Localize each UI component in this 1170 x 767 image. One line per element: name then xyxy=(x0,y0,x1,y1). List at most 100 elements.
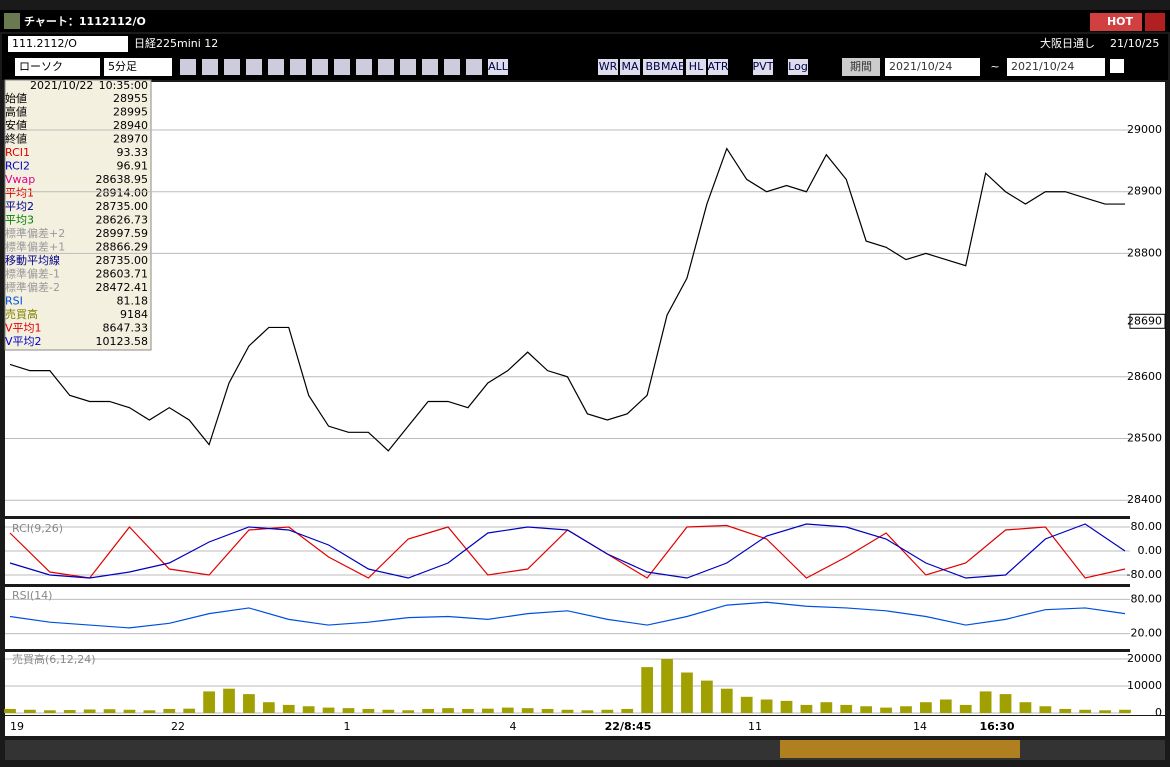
bar xyxy=(740,696,753,713)
tool-icon[interactable] xyxy=(686,59,706,75)
bar xyxy=(243,694,255,713)
info-value: 28603.71 xyxy=(96,268,149,281)
tool-icon-label: MAE xyxy=(661,60,685,73)
tool-icon[interactable] xyxy=(334,59,350,75)
info-value: 28735.00 xyxy=(96,254,149,267)
line xyxy=(9,523,1126,579)
tool-icon[interactable] xyxy=(268,59,284,75)
x-tick-label: 14 xyxy=(913,720,927,733)
hot-button[interactable] xyxy=(1090,13,1142,31)
info-label: 売買高 xyxy=(5,307,38,321)
to-date: 2021/10/24 xyxy=(1011,60,1074,73)
from-input[interactable] xyxy=(885,58,980,76)
from-date: 2021/10/24 xyxy=(889,60,952,73)
info-value: 28472.41 xyxy=(96,281,149,294)
tool-icon[interactable] xyxy=(788,59,808,75)
info-label: 標準偏差-2 xyxy=(5,280,60,294)
tool-icon[interactable] xyxy=(620,59,640,75)
bar xyxy=(183,708,196,713)
bar xyxy=(322,707,335,713)
info-label: 標準偏差+2 xyxy=(5,226,65,240)
info-label: RSI xyxy=(5,295,23,308)
tool-icon[interactable] xyxy=(224,59,240,75)
bar xyxy=(701,680,713,713)
tool-icon[interactable] xyxy=(708,59,728,75)
info-label: 始値 xyxy=(5,91,27,105)
bar xyxy=(143,710,156,713)
bar xyxy=(920,702,932,713)
tool-icon[interactable] xyxy=(400,59,416,75)
panel-label: RSI(14) xyxy=(12,589,52,602)
to-input[interactable] xyxy=(1007,58,1105,76)
tool-icon[interactable] xyxy=(356,59,372,75)
info-value: 28626.73 xyxy=(96,214,149,227)
x-tick-label: 22/8:45 xyxy=(605,720,652,733)
date: 21/10/25 xyxy=(1110,37,1159,50)
x-tick-label: 11 xyxy=(748,720,762,733)
info-label: 終値 xyxy=(5,132,27,146)
bar xyxy=(402,710,415,713)
y-tick-label: 10000 xyxy=(1127,679,1162,692)
y-tick-label: 28900 xyxy=(1127,185,1162,198)
bar xyxy=(262,702,275,713)
bar xyxy=(860,706,873,713)
y-tick-label: -80.00 xyxy=(1127,568,1162,581)
info-value: 28995 xyxy=(113,106,148,119)
bar xyxy=(760,699,773,713)
tool-icon[interactable] xyxy=(753,59,773,75)
tool-icon[interactable] xyxy=(663,59,683,75)
period-button[interactable] xyxy=(842,58,880,76)
info-label: 平均3 xyxy=(5,214,34,227)
y-tick-label: 28600 xyxy=(1127,370,1162,383)
tool-icon[interactable] xyxy=(598,59,618,75)
tool-icon-label: PVT xyxy=(753,60,774,73)
bar xyxy=(1019,702,1032,713)
bar xyxy=(999,694,1012,713)
tool-icon[interactable] xyxy=(246,59,262,75)
info-value: 28866.29 xyxy=(96,241,149,254)
tool-icon-label: HL xyxy=(689,60,704,73)
info-date: 2021/10/22 xyxy=(30,79,93,92)
tool-icon[interactable] xyxy=(444,59,460,75)
y-tick-label: 28400 xyxy=(1127,493,1162,506)
tool-icon[interactable] xyxy=(290,59,306,75)
bar xyxy=(641,667,654,713)
info-label: V平均2 xyxy=(5,335,42,348)
bar xyxy=(541,708,554,713)
tool-icon[interactable] xyxy=(202,59,218,75)
panel-label: 売買高(6,12,24) xyxy=(12,652,96,666)
bar xyxy=(1079,709,1092,713)
bar xyxy=(880,707,892,713)
tool-icon[interactable] xyxy=(643,59,663,75)
x-tick-label: 22 xyxy=(171,720,185,733)
info-label: 移動平均線 xyxy=(5,253,60,267)
bar xyxy=(959,704,972,713)
info-value: 9184 xyxy=(120,308,148,321)
bar xyxy=(661,659,673,713)
bar xyxy=(422,708,434,713)
bar xyxy=(1099,710,1111,713)
bar xyxy=(63,710,76,713)
tool-icon-label: WR xyxy=(599,60,618,73)
info-value: 28997.59 xyxy=(96,227,149,240)
checkbox[interactable] xyxy=(1110,59,1124,73)
tool-icon[interactable] xyxy=(378,59,394,75)
y-tick-label: 28800 xyxy=(1127,246,1162,259)
symbol-input[interactable] xyxy=(8,36,128,52)
interval-select[interactable] xyxy=(104,58,172,76)
chart-type-select[interactable] xyxy=(15,58,100,76)
bar xyxy=(561,709,574,713)
y-tick-label: 0.00 xyxy=(1138,544,1163,557)
tool-icon[interactable] xyxy=(180,59,196,75)
bar xyxy=(4,708,16,713)
tool-icon[interactable] xyxy=(466,59,482,75)
info-value: 28735.00 xyxy=(96,200,149,213)
last-price: 28690 xyxy=(1127,314,1162,327)
tool-icon[interactable] xyxy=(422,59,438,75)
line xyxy=(9,147,1125,452)
tool-icon[interactable] xyxy=(312,59,328,75)
bar xyxy=(362,708,375,713)
tool-icon[interactable] xyxy=(488,59,508,75)
bar xyxy=(1039,706,1052,713)
